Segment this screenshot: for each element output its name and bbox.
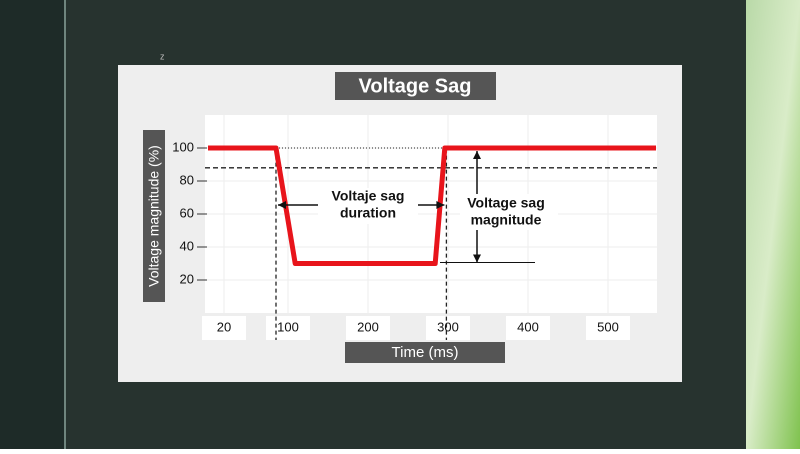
- y-tick-label: 100: [172, 139, 194, 154]
- annotation: Voltaje sag: [332, 188, 405, 204]
- line-series: [208, 145, 656, 266]
- x-axis-label: Time (ms): [392, 344, 459, 361]
- plot: 20 40 60 80 100 20 100 200 300 400 500 Voltaje sagd…: [172, 115, 657, 340]
- annotation-bg: [318, 188, 418, 224]
- x-label-box: [345, 342, 505, 363]
- x-tick-label: 300: [437, 319, 459, 334]
- chart-title: Voltage Sag: [359, 75, 472, 97]
- x-tick-label: 400: [517, 319, 539, 334]
- x-tick-box: [346, 316, 390, 340]
- y-axis-label: Voltage magnitude (%): [146, 145, 162, 287]
- annotation: duration: [340, 205, 396, 221]
- y-label-box: [143, 130, 165, 302]
- x-tick-box: [202, 316, 246, 340]
- side-decoration: [746, 0, 800, 449]
- x-tick-label: 500: [597, 319, 619, 334]
- x-tick-box: [586, 316, 630, 340]
- x-tick-box: [426, 316, 470, 340]
- title-box: [335, 72, 496, 100]
- y-tick-label: 20: [180, 271, 194, 286]
- x-tick-label: 20: [217, 319, 231, 334]
- x-tick-box: [266, 316, 310, 340]
- annotation: Voltage sag: [467, 195, 545, 211]
- annotation-bg: [460, 194, 558, 230]
- y-tick-label: 60: [180, 205, 194, 220]
- x-tick-label: 100: [277, 319, 299, 334]
- x-tick-label: 200: [357, 319, 379, 334]
- y-tick-label: 40: [180, 238, 194, 253]
- annotation: magnitude: [471, 212, 542, 228]
- y-tick-label: 80: [180, 172, 194, 187]
- slide-mark: z: [160, 51, 165, 61]
- x-tick-box: [506, 316, 550, 340]
